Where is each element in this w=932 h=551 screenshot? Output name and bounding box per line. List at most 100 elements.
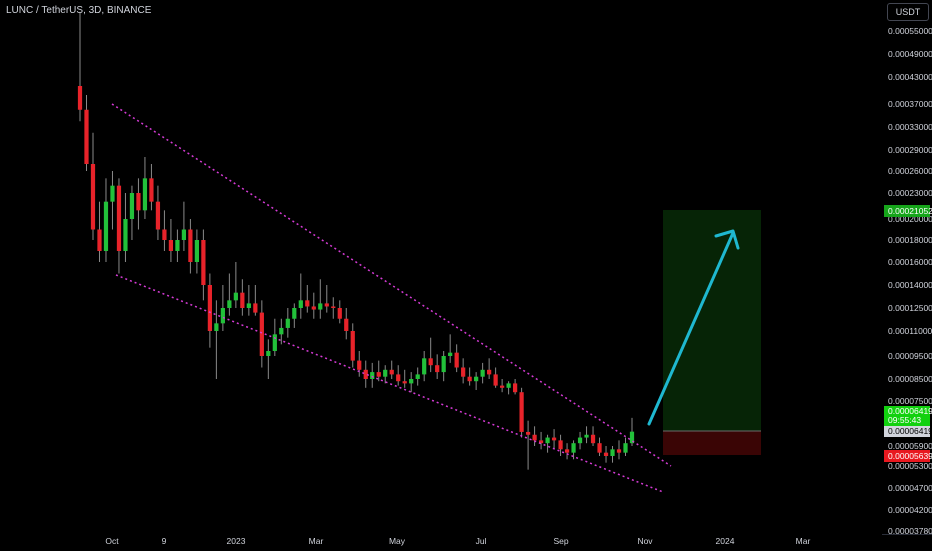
candle	[188, 219, 193, 274]
candle	[259, 300, 264, 368]
candle	[201, 229, 206, 301]
candle-body	[201, 240, 206, 285]
candle	[116, 178, 122, 274]
candle-body	[116, 185, 122, 251]
candle	[266, 339, 271, 379]
price-tick-label: 0.00014000	[888, 280, 932, 290]
candle	[551, 429, 557, 450]
candle-body	[350, 331, 355, 361]
candle-body	[376, 372, 381, 377]
candle	[435, 354, 440, 379]
candle-body	[590, 434, 596, 444]
candle-countdown-text: 09:55:43	[888, 415, 921, 425]
time-tick-label: Jul	[476, 536, 487, 546]
candle-body	[279, 327, 284, 335]
lower-wedge-trendline	[115, 274, 664, 493]
candle	[84, 95, 89, 171]
target-price-label: 0.00021052	[884, 205, 932, 217]
candle-body	[324, 303, 329, 307]
candle	[123, 193, 128, 262]
candle	[474, 372, 479, 390]
candle	[532, 426, 537, 446]
candle	[610, 446, 615, 463]
candle-body	[110, 185, 115, 202]
candle	[623, 437, 628, 456]
candle-body	[396, 374, 401, 382]
candle-body	[480, 369, 485, 377]
candle-body	[240, 292, 245, 308]
candle	[558, 434, 563, 456]
candle	[298, 273, 303, 319]
candle	[500, 379, 505, 393]
candle-body	[246, 303, 251, 308]
candle-body	[402, 381, 407, 384]
candle-body	[181, 229, 187, 240]
candle-body	[545, 437, 550, 444]
candle	[584, 426, 589, 444]
symbol-title[interactable]: LUNC / TetherUS, 3D, BINANCE	[6, 5, 152, 16]
candle-body	[149, 178, 154, 202]
candle-body	[500, 385, 505, 388]
candle-body	[233, 292, 238, 301]
candle-body	[506, 383, 511, 388]
price-tick-label: 0.00005900	[888, 441, 932, 451]
candle-body	[558, 440, 563, 450]
candle-body	[571, 443, 576, 453]
price-tick-label: 0.00008500	[888, 374, 932, 384]
candle	[525, 420, 531, 470]
candle	[97, 201, 102, 262]
candle	[396, 365, 401, 386]
candle	[305, 285, 310, 313]
candle-body	[155, 201, 161, 230]
candle-body	[538, 440, 544, 444]
candle	[603, 446, 609, 463]
candle-body	[77, 86, 83, 110]
target-profit-zone	[663, 210, 761, 431]
candle-body	[551, 437, 557, 441]
candle	[402, 369, 407, 388]
price-tick-label: 0.00043000	[888, 72, 932, 82]
candle	[493, 367, 498, 388]
candle	[103, 178, 109, 262]
candle-body	[467, 376, 472, 382]
candle	[292, 303, 297, 328]
candle	[350, 323, 355, 368]
candle	[616, 440, 622, 460]
candle-body	[207, 285, 212, 331]
price-tick-label: 0.00011000	[888, 326, 932, 336]
candle-body	[298, 300, 303, 308]
time-axis[interactable]: Oct 9 2023 Mar May Jul Sep Nov 2024 Mar	[105, 536, 810, 546]
candle	[448, 334, 453, 363]
candle	[136, 178, 141, 230]
candle	[227, 273, 232, 316]
price-tick-label: 0.00026000	[888, 166, 932, 176]
candle	[168, 219, 174, 262]
price-tick-label: 0.00009500	[888, 351, 932, 361]
candle	[357, 351, 362, 377]
candle-body	[493, 374, 498, 386]
price-tick-label: 0.00049000	[888, 49, 932, 59]
entry-price-label: 0.00006419	[884, 426, 932, 437]
candle-body	[370, 372, 375, 379]
candle	[428, 337, 433, 373]
candle	[110, 171, 115, 230]
currency-button[interactable]: USDT	[887, 3, 929, 21]
time-tick-label: 2023	[227, 536, 246, 546]
candle	[77, 11, 83, 122]
time-tick-label: 9	[162, 536, 167, 546]
candle	[564, 443, 570, 460]
candle	[181, 201, 187, 251]
candle	[240, 279, 245, 316]
stop-price-text: 0.00005639	[888, 451, 932, 461]
candle-body	[220, 308, 225, 324]
candle	[545, 434, 550, 453]
candle	[90, 132, 96, 240]
time-tick-label: Mar	[796, 536, 811, 546]
price-tick-label: 0.00016000	[888, 257, 932, 267]
candle	[422, 351, 427, 382]
price-tick-label: 0.00033000	[888, 122, 932, 132]
candle	[207, 273, 212, 348]
candle-body	[584, 434, 589, 438]
price-axis[interactable]: 0.00055000 0.00049000 0.00043000 0.00037000…	[888, 26, 932, 536]
